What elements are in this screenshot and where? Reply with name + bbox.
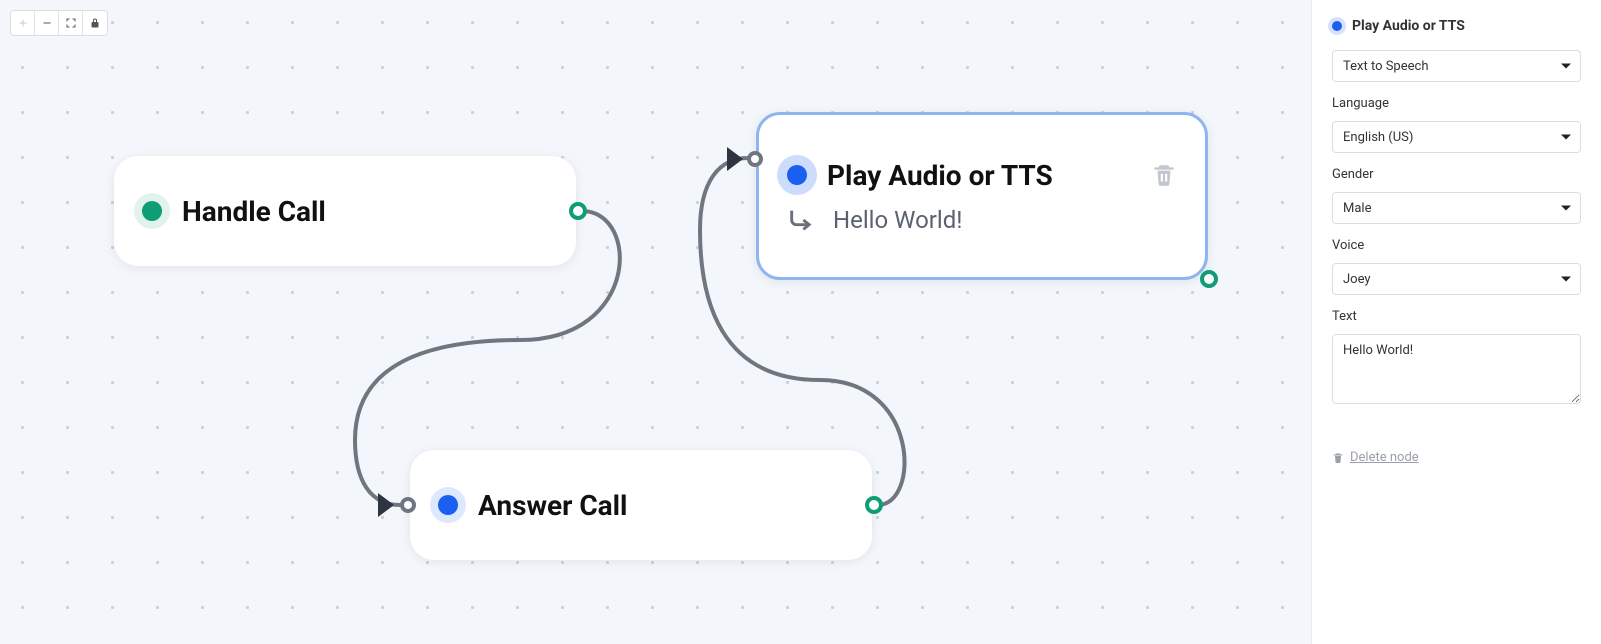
output-port[interactable] (569, 202, 587, 220)
sidebar-title: Play Audio or TTS (1332, 18, 1581, 34)
node-color-dot (142, 201, 162, 221)
node-color-dot (1332, 21, 1342, 31)
trash-icon (1151, 162, 1177, 188)
input-arrow-icon (378, 493, 394, 517)
node-play-audio[interactable]: Play Audio or TTS Hello World! (756, 112, 1208, 280)
trash-icon (1332, 452, 1344, 464)
node-header: Handle Call (114, 156, 576, 266)
node-color-dot (438, 495, 458, 515)
output-port[interactable] (865, 496, 883, 514)
voice-select[interactable]: Joey (1332, 263, 1581, 295)
expand-icon (65, 17, 77, 29)
node-body: Hello World! (759, 192, 1205, 256)
flow-canvas[interactable]: Handle Call Answer Call Play Audio or TT… (0, 0, 1311, 644)
zoom-in-button[interactable] (11, 11, 35, 35)
output-port[interactable] (1200, 270, 1218, 288)
language-select[interactable]: English (US) (1332, 121, 1581, 153)
node-color-dot (787, 165, 807, 185)
delete-node-label: Delete node (1350, 450, 1419, 465)
delete-node-button[interactable] (1151, 162, 1177, 188)
voice-label: Voice (1332, 238, 1581, 253)
fit-view-button[interactable] (59, 11, 83, 35)
node-body-text: Hello World! (833, 206, 962, 234)
node-handle-call[interactable]: Handle Call (114, 156, 576, 266)
lock-icon (89, 17, 101, 29)
node-title: Play Audio or TTS (827, 159, 1053, 192)
text-input[interactable] (1332, 334, 1581, 404)
node-title: Answer Call (478, 489, 627, 522)
gender-select[interactable]: Male (1332, 192, 1581, 224)
minus-icon (41, 17, 53, 29)
plus-icon (17, 17, 29, 29)
text-label: Text (1332, 309, 1581, 324)
subdirectory-arrow-icon (787, 206, 815, 234)
language-label: Language (1332, 96, 1581, 111)
input-port[interactable] (747, 151, 763, 167)
node-header: Answer Call (410, 450, 872, 560)
node-answer-call[interactable]: Answer Call (410, 450, 872, 560)
input-port[interactable] (400, 497, 416, 513)
sidebar-title-text: Play Audio or TTS (1352, 18, 1465, 34)
lock-button[interactable] (83, 11, 107, 35)
gender-label: Gender (1332, 167, 1581, 182)
properties-sidebar: Play Audio or TTS Text to Speech Languag… (1311, 0, 1601, 644)
node-header: Play Audio or TTS (759, 137, 1205, 192)
canvas-toolbar (10, 10, 108, 36)
mode-select[interactable]: Text to Speech (1332, 50, 1581, 82)
delete-node-link[interactable]: Delete node (1332, 450, 1581, 465)
input-arrow-icon (727, 147, 743, 171)
zoom-out-button[interactable] (35, 11, 59, 35)
node-title: Handle Call (182, 195, 326, 228)
